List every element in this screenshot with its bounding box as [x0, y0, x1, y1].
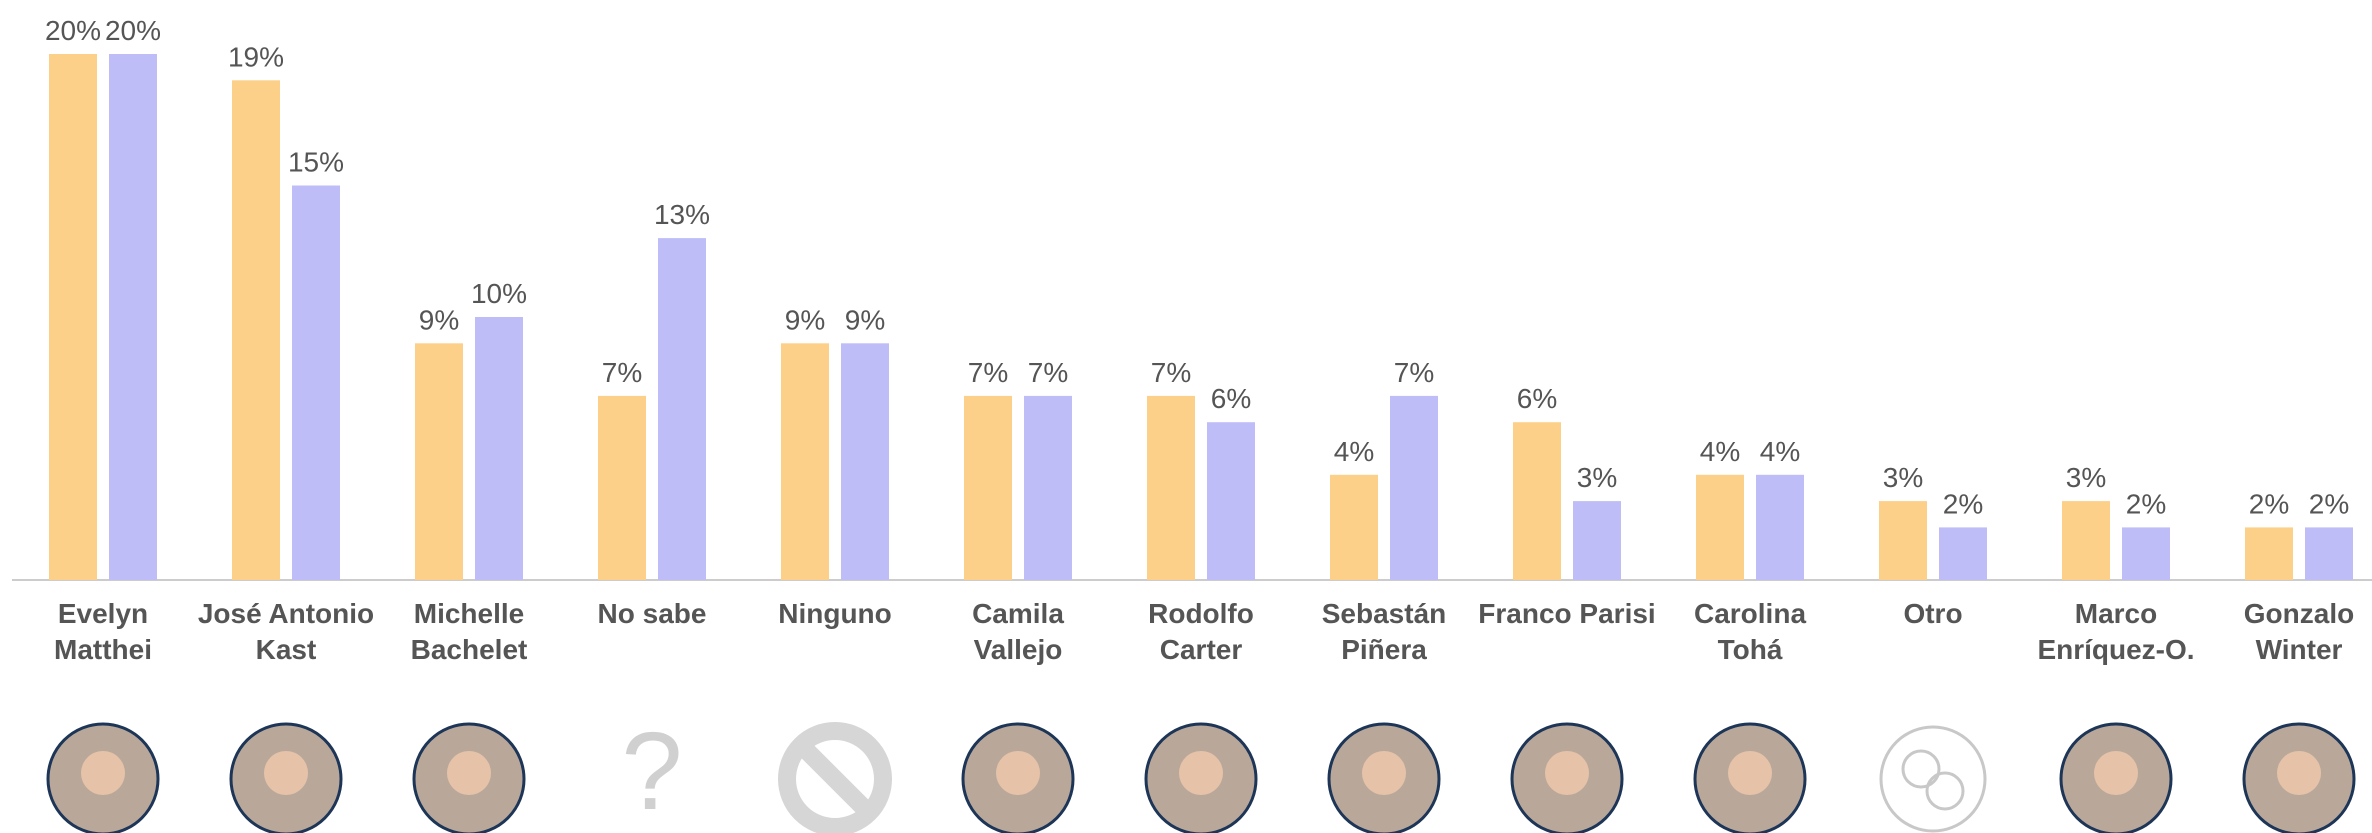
- group-icon-inner: [1925, 771, 1965, 811]
- category-label: Gonzalo Winter: [2243, 598, 2355, 665]
- value-label: 2%: [2309, 488, 2349, 519]
- avatar-face: [1179, 751, 1223, 795]
- category-label: Otro: [1903, 598, 1963, 629]
- no-icon: [778, 722, 892, 833]
- value-label: 7%: [968, 357, 1008, 388]
- bar: [109, 54, 157, 580]
- category-label: Franco Parisi: [1478, 598, 1656, 629]
- value-label: 2%: [2126, 488, 2166, 519]
- value-label: 9%: [419, 304, 459, 335]
- avatar-face: [1728, 751, 1772, 795]
- bar: [1573, 501, 1621, 580]
- question-icon: ?: [621, 710, 682, 833]
- avatar-face: [1362, 751, 1406, 795]
- value-label: 7%: [1028, 357, 1068, 388]
- value-label: 15%: [288, 147, 344, 178]
- avatar-face: [996, 751, 1040, 795]
- value-label: 7%: [602, 357, 642, 388]
- bar: [415, 343, 463, 580]
- bar: [781, 343, 829, 580]
- bar: [2062, 501, 2110, 580]
- avatar-face: [81, 751, 125, 795]
- value-label: 4%: [1760, 436, 1800, 467]
- bar: [1756, 474, 1804, 580]
- value-label: 9%: [845, 304, 885, 335]
- value-label: 2%: [2249, 488, 2289, 519]
- bar: [1939, 527, 1987, 580]
- bar: [2305, 527, 2353, 580]
- avatar-face: [447, 751, 491, 795]
- bar: [658, 238, 706, 580]
- value-label: 6%: [1211, 383, 1251, 414]
- bar: [1330, 474, 1378, 580]
- value-label: 7%: [1151, 357, 1191, 388]
- value-label: 4%: [1700, 436, 1740, 467]
- category-label: Evelyn Matthei: [54, 598, 152, 665]
- value-label: 13%: [654, 199, 710, 230]
- bar: [598, 395, 646, 580]
- bar: [2245, 527, 2293, 580]
- avatar-face: [1545, 751, 1589, 795]
- value-label: 20%: [105, 15, 161, 46]
- bar: [1513, 422, 1561, 580]
- category-label: José Antonio Kast: [197, 598, 375, 665]
- group-icon: [1879, 725, 1987, 833]
- value-label: 3%: [1577, 462, 1617, 493]
- value-label: 2%: [1943, 488, 1983, 519]
- value-label: 7%: [1394, 357, 1434, 388]
- bar: [1147, 395, 1195, 580]
- category-label: Rodolfo Carter: [1148, 598, 1254, 665]
- value-label: 9%: [785, 304, 825, 335]
- bar: [841, 343, 889, 580]
- bar: [1696, 474, 1744, 580]
- category-label: Camila Vallejo: [972, 598, 1064, 665]
- category-label: Michelle Bachelet: [410, 598, 528, 665]
- value-label: 3%: [2066, 462, 2106, 493]
- category-label: Marco Enríquez-O.: [2037, 598, 2195, 665]
- group-icon-inner: [1901, 749, 1941, 789]
- avatar-face: [2094, 751, 2138, 795]
- category-label: No sabe: [597, 598, 707, 629]
- value-label: 19%: [228, 41, 284, 72]
- value-label: 3%: [1883, 462, 1923, 493]
- category-label: Sebastán Piñera: [1321, 598, 1447, 665]
- bar: [475, 317, 523, 580]
- bar: [1207, 422, 1255, 580]
- bar: [1024, 395, 1072, 580]
- bar: [1390, 395, 1438, 580]
- avatar-face: [264, 751, 308, 795]
- category-label: Carolina Tohá: [1693, 598, 1807, 665]
- value-label: 20%: [45, 15, 101, 46]
- no-icon-bar: [795, 739, 875, 819]
- bar: [232, 80, 280, 581]
- value-label: 6%: [1517, 383, 1557, 414]
- bar: [2122, 527, 2170, 580]
- category-label: Ninguno: [778, 598, 892, 629]
- value-label: 4%: [1334, 436, 1374, 467]
- bar: [292, 185, 340, 580]
- bar: [1879, 501, 1927, 580]
- avatar-face: [2277, 751, 2321, 795]
- bar: [49, 54, 97, 580]
- value-label: 10%: [471, 278, 527, 309]
- bar: [964, 395, 1012, 580]
